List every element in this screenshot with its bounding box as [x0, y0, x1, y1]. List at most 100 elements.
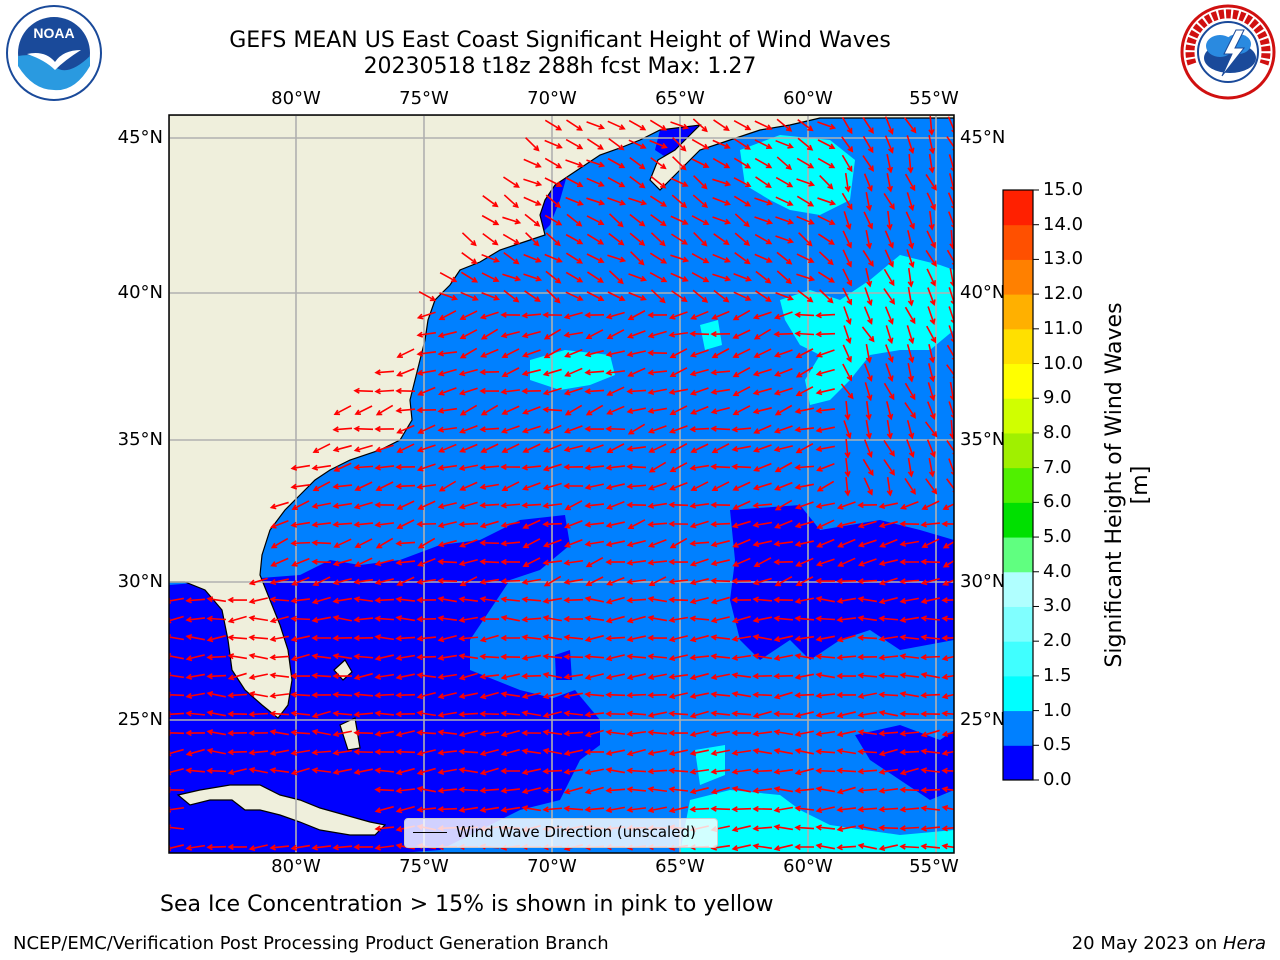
- wave-direction-arrow: [773, 729, 794, 736]
- colorbar-segment: [1003, 467, 1033, 503]
- wave-direction-arrow: [416, 749, 436, 757]
- wave-direction-arrow: [842, 249, 852, 268]
- lon-label-bottom-55w: 55°W: [909, 856, 959, 877]
- wave-direction-arrow: [711, 481, 730, 492]
- wave-direction-arrow: [886, 476, 893, 497]
- wave-direction-arrow: [521, 748, 542, 755]
- wave-direction-arrow: [311, 502, 331, 510]
- wave-direction-arrow: [647, 559, 668, 566]
- wave-direction-arrow: [885, 325, 894, 345]
- wave-direction-arrow: [395, 654, 416, 661]
- wave-direction-arrow: [333, 405, 352, 416]
- wave-direction-arrow: [879, 538, 898, 548]
- wave-direction-arrow: [564, 539, 583, 548]
- wave-direction-arrow: [773, 710, 794, 717]
- wave-direction-arrow: [248, 652, 268, 660]
- wave-direction-arrow: [753, 424, 772, 434]
- wave-direction-arrow: [899, 616, 920, 623]
- wave-direction-arrow: [844, 438, 851, 459]
- wave-direction-arrow: [731, 596, 752, 604]
- wave-direction-arrow: [819, 289, 834, 304]
- wave-direction-arrow: [437, 464, 458, 471]
- wave-direction-arrow: [353, 691, 374, 698]
- wave-direction-arrow: [647, 407, 668, 414]
- wave-direction-arrow: [672, 137, 687, 152]
- wave-direction-arrow: [920, 577, 940, 586]
- wave-direction-arrow: [837, 557, 856, 567]
- wave-direction-arrow: [795, 443, 814, 454]
- wave-direction-arrow: [883, 459, 895, 476]
- wave-direction-arrow: [543, 575, 562, 587]
- wave-direction-arrow: [863, 439, 873, 458]
- wave-direction-arrow: [844, 457, 851, 478]
- wave-direction-arrow: [942, 559, 954, 568]
- wave-direction-arrow: [815, 577, 836, 585]
- wave-direction-arrow: [185, 692, 205, 699]
- wave-direction-arrow: [521, 768, 541, 776]
- wave-direction-arrow: [500, 614, 520, 622]
- colorbar-tick-label: 1.0: [1043, 699, 1072, 721]
- wave-direction-arrow: [563, 768, 584, 775]
- wave-direction-arrow: [585, 404, 604, 416]
- wave-direction-arrow: [731, 672, 752, 679]
- wave-direction-arrow: [395, 483, 416, 490]
- wave-direction-arrow: [710, 634, 731, 641]
- wave-direction-arrow: [925, 250, 937, 267]
- wave-direction-arrow: [543, 443, 562, 453]
- wave-direction-arrow: [794, 501, 814, 510]
- wave-direction-arrow: [773, 673, 794, 680]
- wave-direction-arrow: [907, 153, 914, 174]
- wave-direction-arrow: [732, 500, 751, 510]
- wave-direction-arrow: [941, 710, 954, 717]
- colorbar: [1002, 189, 1039, 781]
- wave-direction-arrow: [907, 286, 914, 307]
- wave-direction-arrow: [926, 230, 936, 249]
- wave-direction-arrow: [416, 767, 436, 776]
- wave-direction-arrow: [732, 538, 751, 548]
- wave-direction-arrow: [206, 844, 227, 851]
- wave-direction-arrow: [374, 558, 394, 567]
- colorbar-tick-label: 9.0: [1043, 387, 1072, 409]
- wave-direction-arrow: [627, 330, 646, 339]
- wave-direction-arrow: [774, 481, 793, 491]
- wave-direction-arrow: [396, 576, 415, 586]
- wave-direction-arrow: [907, 267, 914, 288]
- wave-direction-arrow: [311, 521, 332, 528]
- wave-direction-arrow: [374, 654, 394, 662]
- wave-direction-arrow: [647, 768, 668, 775]
- wave-direction-arrow: [500, 463, 521, 471]
- wave-direction-arrow: [311, 653, 332, 660]
- wave-direction-arrow: [817, 121, 837, 130]
- wave-direction-arrow: [878, 844, 898, 852]
- wave-direction-arrow: [794, 615, 815, 622]
- wave-direction-arrow: [375, 537, 394, 549]
- wave-direction-arrow: [712, 253, 731, 263]
- wave-direction-arrow: [815, 635, 835, 642]
- wave-direction-arrow: [668, 520, 689, 528]
- wave-direction-arrow: [627, 519, 646, 530]
- wave-direction-arrow: [693, 232, 708, 247]
- wave-direction-arrow: [836, 806, 857, 813]
- wave-direction-arrow: [732, 386, 751, 397]
- wave-direction-arrow: [647, 521, 668, 528]
- wave-direction-arrow: [563, 653, 584, 660]
- wave-direction-arrow: [227, 692, 248, 699]
- wave-direction-arrow: [710, 805, 731, 812]
- wave-direction-arrow: [775, 292, 794, 301]
- wave-direction-arrow: [269, 635, 289, 642]
- wave-direction-arrow: [542, 521, 563, 528]
- wave-direction-arrow: [565, 233, 584, 245]
- wave-direction-arrow: [416, 691, 436, 700]
- wave-direction-arrow: [565, 271, 584, 283]
- wave-direction-arrow: [669, 367, 688, 378]
- wave-direction-arrow: [248, 691, 268, 698]
- wave-direction-arrow: [670, 272, 689, 282]
- wave-direction-arrow: [501, 367, 520, 378]
- wave-direction-arrow: [332, 577, 352, 586]
- wave-direction-arrow: [227, 843, 248, 851]
- wave-direction-arrow: [395, 787, 416, 794]
- wave-direction-arrow: [907, 230, 915, 250]
- wave-direction-arrow: [689, 768, 710, 775]
- wave-direction-arrow: [733, 157, 752, 169]
